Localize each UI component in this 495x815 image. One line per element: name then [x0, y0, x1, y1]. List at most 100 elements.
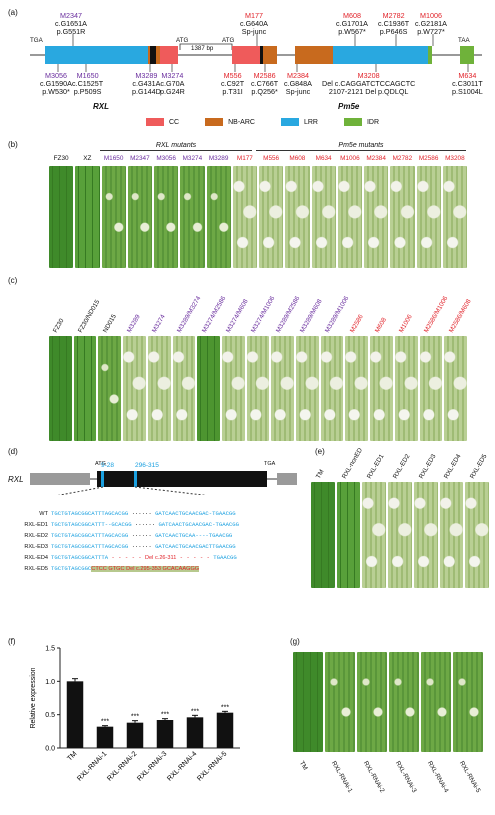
y-tick-label: 0.5 — [45, 712, 55, 719]
leaf-label: M2347 — [130, 155, 150, 162]
leaf-label: M3289 — [208, 155, 229, 162]
bar — [126, 722, 144, 748]
atg-label: ATG — [95, 461, 106, 467]
relative-expression-chart: 0.0 0.5 1.0 1.5 Relative expression TM *** RXL-… — [30, 646, 240, 783]
panel-a-label: (a) — [8, 8, 18, 17]
leaf-image — [337, 166, 362, 268]
significance-label: *** — [221, 704, 229, 711]
leaf-image — [336, 482, 361, 588]
panel-b-leaf-images — [48, 166, 468, 268]
tga-left-label: TGA — [30, 37, 43, 44]
panel-b-label: (b) — [8, 140, 18, 149]
panel-e-label: (e) — [315, 447, 325, 456]
leaf-label: M1650 — [103, 155, 124, 162]
seq-row-ed3: RXL-ED3 TGCTGTAGCGGCATTTAGCACGG ······ GA… — [24, 543, 236, 550]
leaf-label: M177 — [236, 155, 253, 162]
y-tick-label: 1.0 — [45, 679, 55, 686]
leaf-image — [296, 336, 319, 441]
leaf-image — [364, 166, 389, 268]
panel-c-leaf-labels: FZ30 FZ30/ND015 ND015 M3289 M3274 M3289/M3274… — [48, 284, 472, 334]
leaf-image — [101, 166, 126, 268]
gene-name-pm5e: Pm5e — [338, 102, 360, 111]
leaf-image — [293, 652, 323, 752]
leaf-label: M2586 — [348, 313, 365, 334]
panel-b-leaf-labels: FZ30 XZ M1650 M2347 M3056 M3274 M3289 M177 M556 M… — [48, 155, 468, 165]
x-tick-label: TM — [66, 750, 78, 762]
leaf-label: TM — [297, 760, 309, 772]
leaf-label: RXL-RNAi-3 — [393, 760, 418, 794]
bar — [186, 717, 204, 748]
leaf-label: RXL-ED1 — [366, 453, 386, 480]
leaf-label: M2586/M1006 — [422, 295, 450, 334]
taa-right-label: TAA — [458, 37, 470, 44]
panel-e-leaf-images — [310, 482, 490, 588]
leaf-image — [147, 336, 171, 441]
idr-swatch — [343, 118, 362, 126]
leaf-image — [311, 482, 335, 588]
leaf-image — [442, 166, 467, 268]
leaf-image — [180, 166, 205, 268]
leaf-image — [197, 336, 220, 441]
mutation-label-bottom: M1650 c.C1525T p.P509S — [72, 71, 104, 97]
leaf-image — [73, 336, 97, 441]
x-tick-label: RXL-RNAi-2 — [106, 750, 138, 782]
mutation-label-bottom: M2586 c.C766T p.Q256* — [251, 71, 279, 97]
rxl-mutants-header: RXL mutants — [100, 142, 252, 151]
leaf-label: RXL-RNAi-5 — [457, 760, 482, 794]
leaf-label: RXL-ED4 — [443, 453, 463, 480]
panel-f-label: (f) — [8, 637, 16, 646]
leaf-label: M3274/M608 — [225, 298, 250, 334]
leaf-image — [362, 482, 387, 588]
leaf-image — [98, 336, 122, 441]
leaf-image — [172, 336, 196, 441]
leaf-image — [49, 166, 74, 268]
mutation-label-top: M1006 c.G2181A p.W727* — [415, 11, 447, 37]
bar — [156, 720, 174, 748]
seq-row-ed2: RXL-ED2 TGCTGTAGCGGCATTTAGCACGG ······ GA… — [24, 532, 233, 539]
mutation-label-bottom: M634 c.C3011T p.S1004L — [452, 71, 483, 97]
rxl-gene-label: RXL — [8, 475, 24, 484]
leaf-image — [465, 482, 489, 588]
leaf-label: M608 — [289, 155, 306, 162]
leaf-label: RXL-ED2 — [391, 453, 412, 480]
leaf-image — [413, 482, 438, 588]
cc-swatch — [146, 118, 164, 126]
pm5e-mutants-header: Pm5e mutants — [256, 142, 466, 151]
leaf-image — [75, 166, 100, 268]
leaf-label: M3289/M608 — [299, 298, 325, 334]
y-axis-label: Relative expression — [30, 667, 37, 728]
panel-d-label: (d) — [8, 447, 18, 456]
bar — [66, 681, 84, 748]
leaf-image — [320, 336, 344, 441]
mutation-label-bottom: M556 c.C92T p.T31I — [221, 71, 245, 97]
leaf-image — [419, 336, 443, 441]
domain-legend: CC NB-ARC LRR IDR — [146, 118, 379, 126]
rxl-black-segment — [150, 46, 156, 64]
leaf-image — [154, 166, 179, 268]
leaf-label: RXL-nonED — [340, 446, 364, 480]
leaf-image — [453, 652, 483, 752]
mutation-label-top: M608 c.G1701A p.W567* — [336, 11, 368, 37]
leaf-image — [444, 336, 467, 441]
bar — [96, 726, 114, 748]
rxl-lrr-domain — [45, 46, 148, 64]
leaf-image — [123, 336, 146, 441]
leaf-image — [370, 336, 393, 441]
pm5e-idr-domain — [428, 46, 432, 64]
leaf-image — [394, 336, 418, 441]
leaf-image — [232, 166, 257, 268]
leaf-label: M3289/M3274 — [175, 295, 203, 334]
tga-label: TGA — [264, 461, 276, 467]
site1-label: 9-28 — [101, 462, 115, 469]
pm5e-lrr-domain — [333, 46, 428, 64]
panel-g-leaf-labels: TM RXL-RNAi-1 RXL-RNAi-2 RXL-RNAi-3 RXL-RNAi… — [292, 754, 484, 809]
panel-e-leaf-labels: TM RXL-nonED RXL-ED1 RXL-ED2 RXL-ED3 RXL-ED4 R… — [310, 446, 490, 480]
panel-g-label: (g) — [290, 637, 300, 646]
panel-c-label: (c) — [8, 276, 18, 285]
leaf-image — [127, 166, 152, 268]
leaf-label: FZ30 — [52, 317, 66, 334]
leaf-image — [390, 166, 415, 268]
y-tick-label: 0.0 — [45, 746, 55, 753]
leaf-label: M3208 — [445, 155, 465, 162]
rxl-gene-model — [30, 471, 297, 495]
